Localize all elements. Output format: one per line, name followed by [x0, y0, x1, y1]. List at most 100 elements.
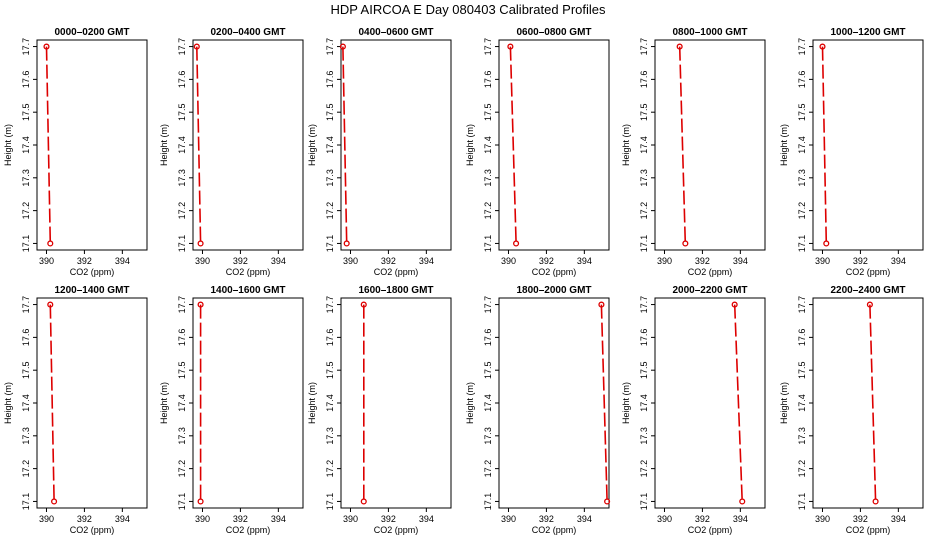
y-tick-label: 17.5: [325, 103, 335, 121]
x-tick-label: 390: [195, 256, 210, 266]
x-tick-label: 390: [501, 256, 516, 266]
y-tick-label: 17.2: [325, 202, 335, 220]
x-tick-label: 392: [695, 256, 710, 266]
y-tick-label: 17.2: [177, 202, 187, 220]
y-tick-label: 17.7: [483, 296, 493, 314]
x-axis-label: CO2 (ppm): [688, 525, 733, 535]
y-tick-label: 17.2: [325, 460, 335, 478]
plot-frame: [498, 297, 610, 509]
data-point: [51, 498, 58, 505]
plot-frame: [340, 39, 452, 251]
y-tick-label: 17.6: [21, 71, 31, 89]
series-line: [733, 304, 743, 502]
y-axis-label: Height (m): [3, 124, 13, 166]
data-point: [47, 240, 54, 247]
data-point: [360, 498, 367, 505]
series-line: [342, 46, 348, 244]
panel-title: 1600–1800 GMT: [358, 285, 433, 296]
x-tick-label: 394: [115, 256, 130, 266]
y-tick-label: 17.4: [177, 136, 187, 154]
x-axis-label: CO2 (ppm): [846, 525, 891, 535]
y-tick-label: 17.6: [325, 71, 335, 89]
x-tick-label: 392: [539, 256, 554, 266]
y-tick-label: 17.7: [21, 296, 31, 314]
y-tick-label: 17.1: [21, 235, 31, 253]
chart-panel: 1400–1600 GMT 390 392 394 17.1 17.2 17.3 17.4 17…: [159, 285, 304, 535]
y-tick-label: 17.5: [797, 103, 807, 121]
data-point: [197, 498, 204, 505]
y-tick-label: 17.5: [21, 103, 31, 121]
y-tick-label: 17.3: [797, 427, 807, 445]
x-tick-label: 390: [343, 514, 358, 524]
y-axis-label: Height (m): [779, 382, 789, 424]
y-tick-label: 17.3: [639, 169, 649, 187]
data-point: [193, 43, 200, 50]
x-axis-label: CO2 (ppm): [374, 525, 419, 535]
y-tick-label: 17.3: [21, 427, 31, 445]
x-tick-label: 394: [733, 256, 748, 266]
y-tick-label: 17.5: [483, 361, 493, 379]
series-line: [600, 304, 608, 502]
y-tick-label: 17.4: [177, 394, 187, 412]
y-tick-label: 17.6: [177, 71, 187, 89]
data-point: [43, 43, 50, 50]
chart-panel: 0200–0400 GMT 390 392 394 17.1 17.2 17.3 17.4 17…: [159, 27, 304, 277]
y-tick-label: 17.7: [639, 38, 649, 56]
data-point: [339, 43, 346, 50]
chart-panel: 2000–2200 GMT 390 392 394 17.1 17.2 17.3 17.4 17…: [621, 285, 766, 535]
y-axis-label: Height (m): [159, 124, 169, 166]
y-tick-label: 17.1: [639, 493, 649, 511]
y-tick-label: 17.5: [483, 103, 493, 121]
y-tick-label: 17.3: [177, 427, 187, 445]
data-point: [513, 240, 520, 247]
data-point: [343, 240, 350, 247]
data-point: [739, 498, 746, 505]
y-tick-label: 17.5: [639, 103, 649, 121]
y-tick-label: 17.6: [797, 71, 807, 89]
plot-frame: [812, 39, 924, 251]
chart-panel: 1000–1200 GMT 390 392 394 17.1 17.2 17.3 17.4 17…: [779, 27, 924, 277]
y-tick-label: 17.3: [325, 169, 335, 187]
y-tick-label: 17.3: [639, 427, 649, 445]
y-axis-label: Height (m): [621, 382, 631, 424]
y-tick-label: 17.7: [325, 38, 335, 56]
x-tick-label: 392: [233, 514, 248, 524]
x-axis-label: CO2 (ppm): [846, 267, 891, 277]
y-tick-label: 17.1: [797, 493, 807, 511]
panel-title: 1800–2000 GMT: [516, 285, 591, 296]
y-axis-label: Height (m): [621, 124, 631, 166]
y-tick-label: 17.6: [483, 71, 493, 89]
x-axis-label: CO2 (ppm): [688, 267, 733, 277]
y-tick-label: 17.7: [177, 38, 187, 56]
y-tick-label: 17.4: [21, 136, 31, 154]
y-tick-label: 17.2: [483, 460, 493, 478]
panel-title: 0600–0800 GMT: [516, 27, 591, 38]
x-tick-label: 390: [815, 514, 830, 524]
x-tick-label: 394: [115, 514, 130, 524]
y-tick-label: 17.4: [639, 136, 649, 154]
y-tick-label: 17.5: [325, 361, 335, 379]
y-tick-label: 17.6: [325, 329, 335, 347]
y-tick-label: 17.3: [483, 169, 493, 187]
chart-panel: 0800–1000 GMT 390 392 394 17.1 17.2 17.3 17.4 17…: [621, 27, 766, 277]
y-tick-label: 17.1: [483, 493, 493, 511]
plot-frame: [340, 297, 452, 509]
chart-panel: 0600–0800 GMT 390 392 394 17.1 17.2 17.3 17.4 17…: [465, 27, 610, 277]
y-tick-label: 17.4: [21, 394, 31, 412]
x-tick-label: 392: [853, 514, 868, 524]
series-line: [49, 304, 55, 502]
y-tick-label: 17.5: [797, 361, 807, 379]
y-tick-label: 17.2: [639, 460, 649, 478]
y-axis-label: Height (m): [307, 382, 317, 424]
panel-title: 0200–0400 GMT: [210, 27, 285, 38]
y-tick-label: 17.7: [325, 296, 335, 314]
y-axis-label: Height (m): [465, 124, 475, 166]
y-tick-label: 17.4: [797, 394, 807, 412]
series-line: [869, 304, 877, 502]
y-axis-label: Height (m): [779, 124, 789, 166]
y-tick-label: 17.4: [483, 136, 493, 154]
chart-panel: 0400–0600 GMT 390 392 394 17.1 17.2 17.3 17.4 17…: [307, 27, 452, 277]
x-tick-label: 394: [577, 514, 592, 524]
y-tick-label: 17.5: [177, 103, 187, 121]
